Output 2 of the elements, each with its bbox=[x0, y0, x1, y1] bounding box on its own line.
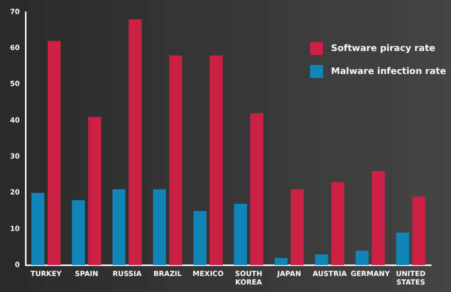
legend-label: Malware infection rate bbox=[331, 66, 446, 76]
legend-label: Software piracy rate bbox=[331, 44, 436, 54]
